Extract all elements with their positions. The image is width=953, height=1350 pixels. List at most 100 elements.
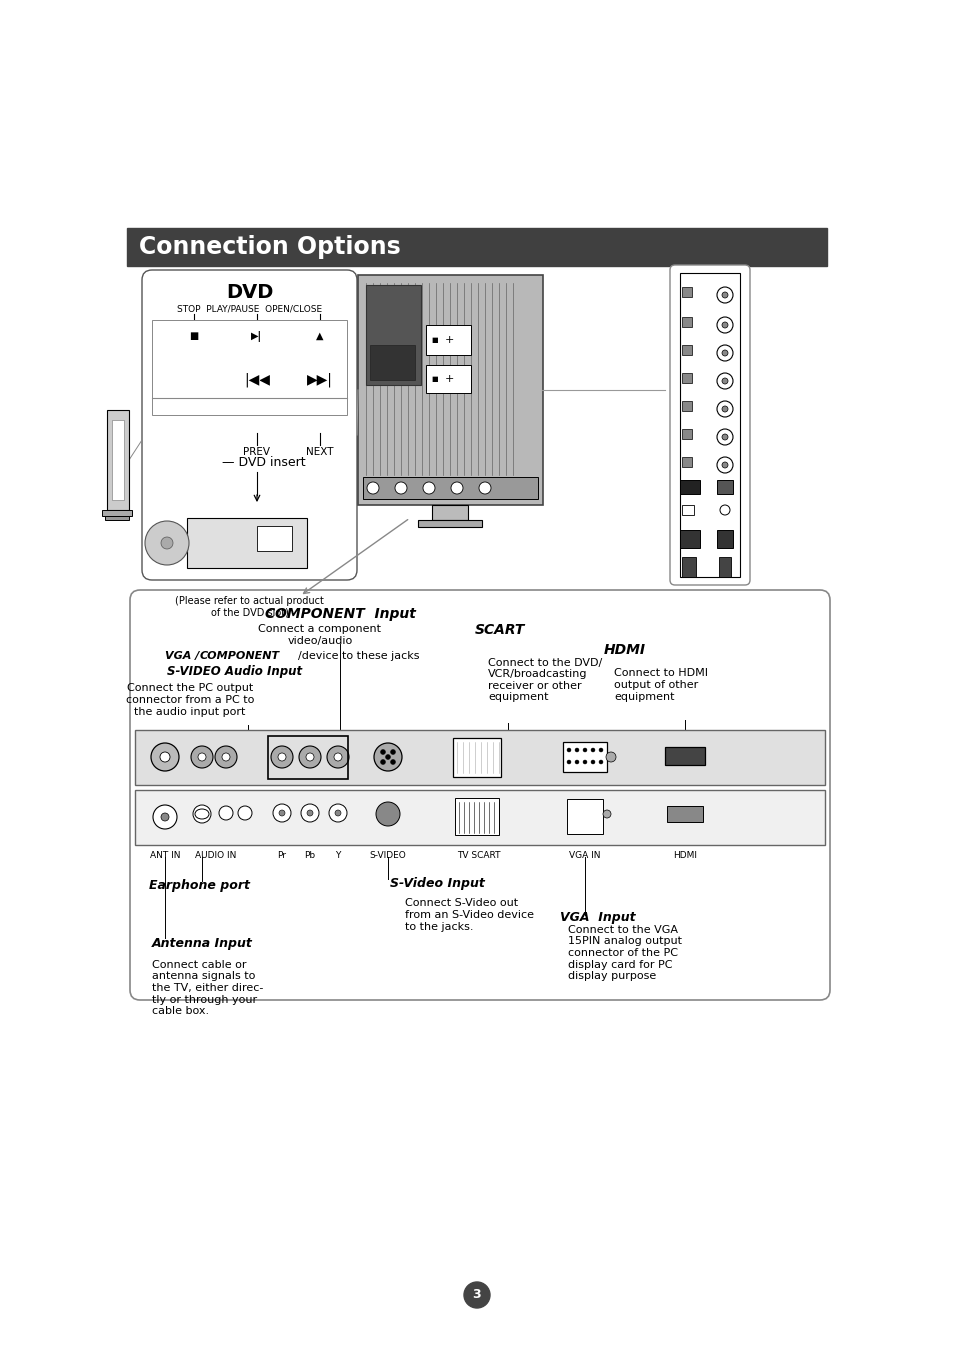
Bar	[370, 346, 415, 379]
Circle shape	[222, 753, 230, 761]
Circle shape	[301, 805, 318, 822]
Text: Connection Options: Connection Options	[139, 235, 400, 259]
Circle shape	[590, 748, 595, 752]
Text: +: +	[444, 374, 454, 383]
Circle shape	[329, 805, 347, 822]
Bar	[681, 458, 691, 467]
Circle shape	[602, 810, 610, 818]
Text: TV SCART: TV SCART	[456, 850, 500, 860]
Bar	[666, 806, 702, 822]
Circle shape	[717, 429, 732, 446]
Bar	[357, 275, 542, 505]
Text: NEXT: NEXT	[306, 447, 334, 458]
Circle shape	[214, 747, 236, 768]
Circle shape	[145, 521, 189, 566]
Circle shape	[721, 433, 727, 440]
Bar	[681, 429, 691, 439]
Circle shape	[721, 378, 727, 383]
Text: Connect cable or
antenna signals to
the TV, either direc-
tly or through your
ca: Connect cable or antenna signals to the …	[152, 960, 263, 1017]
Bar	[719, 558, 730, 576]
Bar	[681, 505, 693, 514]
Circle shape	[598, 748, 602, 752]
Text: VGA IN: VGA IN	[569, 850, 600, 860]
Circle shape	[395, 482, 407, 494]
Circle shape	[327, 747, 349, 768]
Text: S-VIDEO: S-VIDEO	[369, 850, 406, 860]
Ellipse shape	[239, 342, 274, 358]
Circle shape	[380, 749, 385, 755]
Bar	[664, 747, 704, 765]
Circle shape	[198, 753, 206, 761]
FancyBboxPatch shape	[130, 590, 829, 1000]
Bar	[102, 510, 132, 516]
Text: ▶|: ▶|	[252, 331, 262, 342]
Circle shape	[721, 292, 727, 298]
Circle shape	[160, 752, 170, 761]
Text: (Please refer to actual product
of the DVD slot): (Please refer to actual product of the D…	[175, 595, 324, 617]
Bar	[681, 401, 691, 410]
Circle shape	[582, 760, 586, 764]
Text: Connect to the DVD/
VCR/broadcasting
receiver or other
equipment: Connect to the DVD/ VCR/broadcasting rec…	[488, 657, 601, 702]
Bar	[135, 790, 824, 845]
Bar	[426, 364, 471, 393]
Circle shape	[219, 806, 233, 819]
Circle shape	[590, 760, 595, 764]
Circle shape	[374, 743, 401, 771]
Text: +: +	[444, 335, 454, 346]
Bar	[417, 520, 481, 526]
Bar	[679, 531, 700, 548]
Text: Antenna Input: Antenna Input	[152, 937, 253, 949]
Text: AUDIO IN: AUDIO IN	[195, 850, 236, 860]
Text: Earphone port: Earphone port	[150, 879, 251, 891]
Text: Connect to the VGA
15PIN analog output
connector of the PC
display card for PC
d: Connect to the VGA 15PIN analog output c…	[567, 925, 681, 981]
Circle shape	[582, 748, 586, 752]
Bar	[105, 516, 129, 520]
Circle shape	[306, 753, 314, 761]
Circle shape	[721, 406, 727, 412]
Bar	[679, 481, 700, 494]
Text: Pb: Pb	[304, 850, 315, 860]
Text: /device to these jacks: /device to these jacks	[297, 651, 419, 661]
Bar	[112, 420, 124, 500]
FancyBboxPatch shape	[669, 265, 749, 585]
Circle shape	[390, 749, 395, 755]
Bar	[268, 736, 348, 779]
Circle shape	[717, 458, 732, 472]
Bar	[566, 799, 602, 834]
Ellipse shape	[194, 809, 209, 819]
Circle shape	[478, 482, 491, 494]
Circle shape	[463, 1282, 490, 1308]
Circle shape	[575, 760, 578, 764]
Text: VGA /: VGA /	[165, 651, 199, 661]
Circle shape	[334, 753, 341, 761]
Text: COMPONENT  Input: COMPONENT Input	[264, 608, 415, 621]
Text: Connect S-Video out
from an S-Video device
to the jacks.: Connect S-Video out from an S-Video devi…	[405, 898, 534, 931]
Circle shape	[298, 747, 320, 768]
Circle shape	[380, 760, 385, 764]
Circle shape	[237, 806, 252, 819]
Circle shape	[605, 752, 616, 761]
Circle shape	[717, 401, 732, 417]
Text: ▶▶|: ▶▶|	[307, 373, 333, 387]
Text: 3: 3	[472, 1288, 481, 1301]
Circle shape	[717, 373, 732, 389]
Bar	[135, 730, 824, 784]
Circle shape	[151, 743, 179, 771]
Circle shape	[390, 760, 395, 764]
Circle shape	[278, 810, 285, 815]
Circle shape	[717, 346, 732, 360]
Ellipse shape	[239, 417, 274, 433]
Circle shape	[575, 748, 578, 752]
Bar	[681, 346, 691, 355]
Bar	[127, 228, 826, 266]
Circle shape	[721, 350, 727, 356]
Circle shape	[375, 802, 399, 826]
Circle shape	[721, 323, 727, 328]
Circle shape	[720, 505, 729, 514]
Circle shape	[566, 748, 571, 752]
Text: DVD: DVD	[226, 282, 273, 301]
Text: S-VIDEO Audio Input: S-VIDEO Audio Input	[167, 666, 302, 679]
Circle shape	[161, 813, 169, 821]
Text: Pr: Pr	[277, 850, 286, 860]
Circle shape	[717, 317, 732, 333]
